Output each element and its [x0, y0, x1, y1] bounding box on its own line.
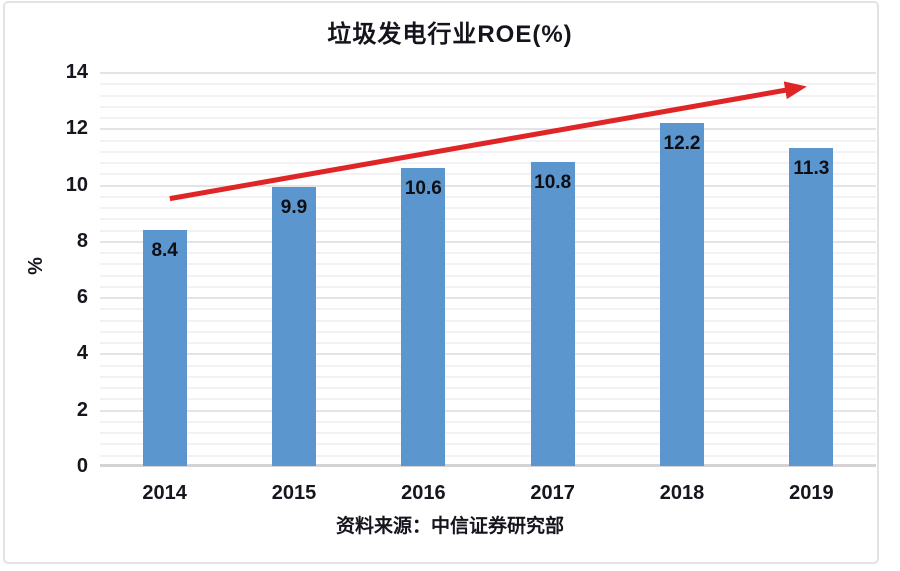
minor-gridline — [100, 387, 876, 390]
bar-value-label: 10.8 — [534, 172, 572, 194]
y-tick-label: 2 — [76, 398, 88, 421]
minor-gridline — [100, 229, 876, 232]
minor-gridline — [100, 263, 876, 266]
minor-gridline — [100, 342, 876, 345]
minor-gridline — [100, 117, 876, 120]
minor-gridline — [100, 375, 876, 378]
minor-gridline — [100, 173, 876, 176]
minor-gridline — [100, 218, 876, 221]
x-tick-label: 2015 — [271, 482, 317, 504]
bar-2016: 10.6 — [401, 167, 446, 466]
x-axis-line — [100, 464, 876, 467]
y-tick-label: 14 — [65, 61, 88, 83]
minor-gridline — [100, 83, 876, 86]
x-tick-label: 2014 — [142, 482, 187, 504]
y-tick-label: 8 — [76, 229, 88, 252]
y-tick-label: 6 — [76, 286, 88, 309]
minor-gridline — [100, 285, 876, 288]
major-gridline — [100, 353, 876, 356]
minor-gridline — [100, 364, 876, 367]
major-gridline — [100, 297, 876, 300]
minor-gridline — [100, 454, 876, 457]
minor-gridline — [100, 252, 876, 255]
y-axis-label: % — [25, 257, 47, 275]
y-tick-label: 0 — [76, 455, 88, 477]
y-tick-label: 4 — [76, 342, 88, 365]
chart-title: 垃圾发电行业ROE(%) — [327, 21, 573, 48]
major-gridline — [100, 184, 876, 187]
y-tick-label: 10 — [65, 173, 88, 196]
x-tick-label: 2018 — [659, 482, 705, 504]
minor-gridline — [100, 274, 876, 277]
bar-value-label: 10.6 — [404, 177, 442, 199]
x-tick-label: 2019 — [789, 482, 834, 504]
y-tick-label: 12 — [65, 117, 88, 140]
minor-gridline — [100, 162, 876, 165]
minor-gridline — [100, 105, 876, 108]
x-tick-label: 2017 — [530, 482, 575, 504]
bar-value-label: 11.3 — [793, 157, 830, 179]
bar-value-label: 9.9 — [280, 197, 308, 219]
source-note: 资料来源：中信证券研究部 — [335, 516, 564, 537]
major-gridline — [100, 72, 876, 74]
minor-gridline — [100, 330, 876, 333]
plot-area: 8.4 9.9 10.6 10.8 12.2 11.3 — [100, 72, 876, 467]
major-gridline — [100, 409, 876, 412]
bar-2018: 12.2 — [660, 122, 704, 466]
bar-2015: 9.9 — [272, 187, 316, 466]
major-gridline — [100, 128, 876, 131]
bar-value-label: 8.4 — [151, 239, 178, 261]
bar-value-label: 12.2 — [663, 132, 701, 154]
minor-gridline — [100, 432, 876, 435]
minor-gridline — [100, 398, 876, 401]
minor-gridline — [100, 308, 876, 311]
bar-2014: 8.4 — [142, 229, 187, 466]
major-gridline — [100, 240, 876, 243]
minor-gridline — [100, 94, 876, 97]
bar-2017: 10.8 — [530, 162, 575, 466]
minor-gridline — [100, 443, 876, 446]
minor-gridline — [100, 207, 876, 210]
minor-gridline — [100, 319, 876, 322]
minor-gridline — [100, 150, 876, 153]
bar-2019: 11.3 — [789, 147, 834, 466]
minor-gridline — [100, 420, 876, 423]
minor-gridline — [100, 139, 876, 142]
minor-gridline — [100, 195, 876, 198]
x-tick-label: 2016 — [401, 482, 446, 504]
